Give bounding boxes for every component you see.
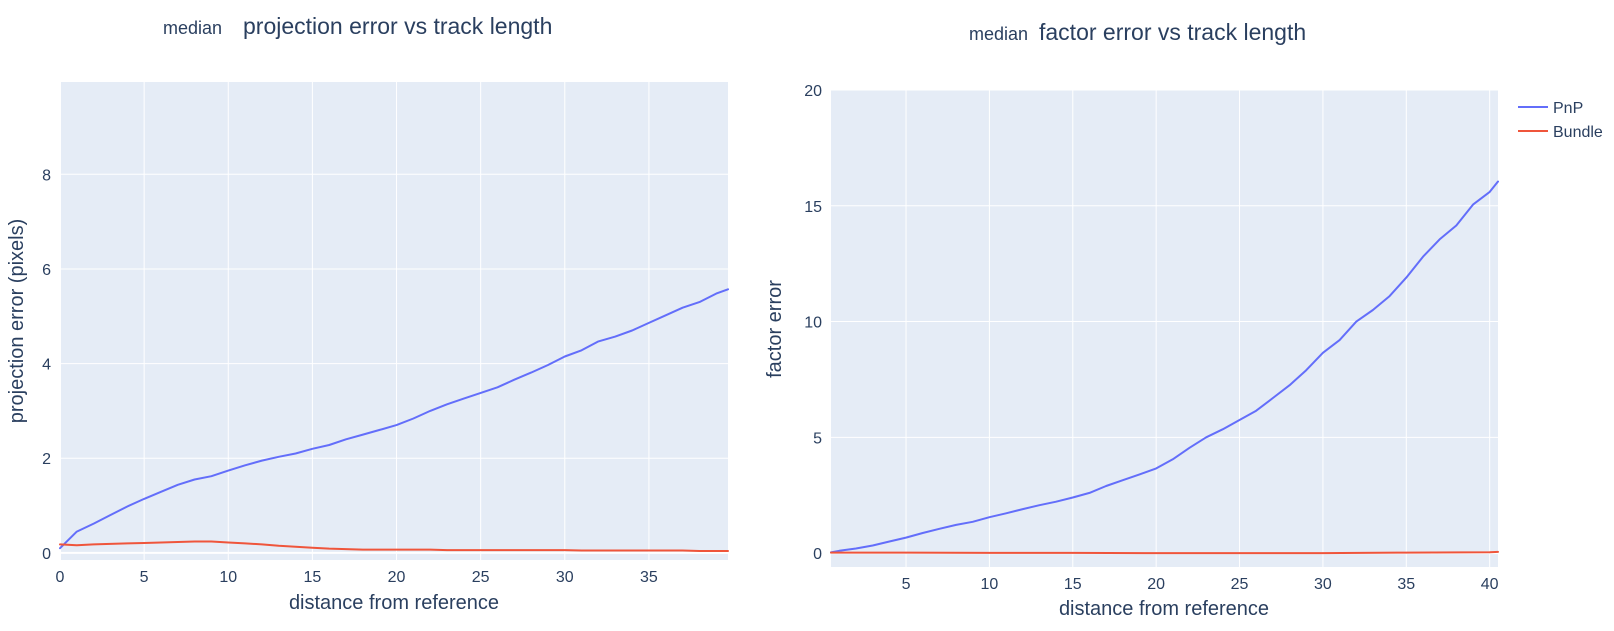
chart1-x-tick-label: 30 <box>556 569 574 586</box>
chart2-title-prefix: median <box>969 24 1028 44</box>
chart1-x-tick-label: 35 <box>640 569 658 586</box>
chart1-y-axis-title: projection error (pixels) <box>6 219 28 424</box>
chart1-x-axis-title: distance from reference <box>289 592 499 614</box>
legend-label-pnp: PnP <box>1553 100 1583 117</box>
chart1-x-tick-label: 10 <box>219 569 237 586</box>
chart2-y-tick-label: 10 <box>804 315 822 332</box>
chart2-x-tick-label: 35 <box>1397 576 1415 593</box>
chart1-x-tick-label: 25 <box>472 569 490 586</box>
legend-item-pnp[interactable]: PnP <box>1518 100 1583 117</box>
legend[interactable]: PnP Bundle <box>1518 100 1603 141</box>
chart1-y-tick-label: 8 <box>42 167 51 184</box>
chart1-y-tick-label: 0 <box>42 546 51 563</box>
chart2-y-axis-title: factor error <box>764 280 786 378</box>
legend-label-bundle: Bundle <box>1553 124 1603 141</box>
chart2-y-tick-label: 5 <box>813 430 822 447</box>
chart2-series <box>830 180 1499 555</box>
chart1-plot-area <box>60 82 728 560</box>
chart2-x-tick-label: 20 <box>1147 576 1165 593</box>
chart2-tick-labels: 5 10 15 20 25 30 35 40 0 5 10 15 20 <box>804 83 1498 593</box>
chart1-y-tick-label: 4 <box>42 357 51 374</box>
chart2-series-line-bundle <box>830 550 1499 555</box>
chart2-series-line-pnp <box>830 180 1499 554</box>
chart2-x-tick-label: 10 <box>981 576 999 593</box>
chart2-x-tick-label: 25 <box>1231 576 1249 593</box>
chart1-y-tick-label: 2 <box>42 451 51 468</box>
chart1-x-tick-label: 15 <box>303 569 321 586</box>
chart1-title: projection error vs track length <box>243 13 552 39</box>
chart-projection-error: median projection error vs track length … <box>6 13 729 614</box>
legend-item-bundle[interactable]: Bundle <box>1518 124 1603 141</box>
chart1-series-line-bundle <box>59 540 729 552</box>
chart2-title: factor error vs track length <box>1039 19 1306 45</box>
chart2-y-tick-label: 15 <box>804 199 822 216</box>
chart2-y-tick-label: 0 <box>813 546 822 563</box>
chart1-x-tick-label: 0 <box>56 569 65 586</box>
chart2-x-axis-title: distance from reference <box>1059 598 1269 620</box>
chart-factor-error: median factor error vs track length 5 10 1… <box>764 19 1499 620</box>
chart2-x-tick-label: 40 <box>1481 576 1499 593</box>
chart1-series <box>59 288 729 552</box>
chart1-series-line-pnp <box>59 288 729 550</box>
chart2-y-tick-label: 20 <box>804 83 822 100</box>
chart1-x-tick-label: 5 <box>140 569 149 586</box>
chart2-plot-area <box>831 90 1498 567</box>
chart1-y-tick-label: 6 <box>42 262 51 279</box>
chart1-tick-labels: 0 5 10 15 20 25 30 35 0 2 4 6 8 <box>42 167 658 586</box>
chart2-x-tick-label: 5 <box>902 576 911 593</box>
chart1-x-tick-label: 20 <box>388 569 406 586</box>
chart2-x-tick-label: 30 <box>1314 576 1332 593</box>
chart2-x-tick-label: 15 <box>1064 576 1082 593</box>
chart1-gridlines <box>59 82 728 560</box>
chart2-gridlines <box>831 89 1498 567</box>
chart1-title-prefix: median <box>163 18 222 38</box>
